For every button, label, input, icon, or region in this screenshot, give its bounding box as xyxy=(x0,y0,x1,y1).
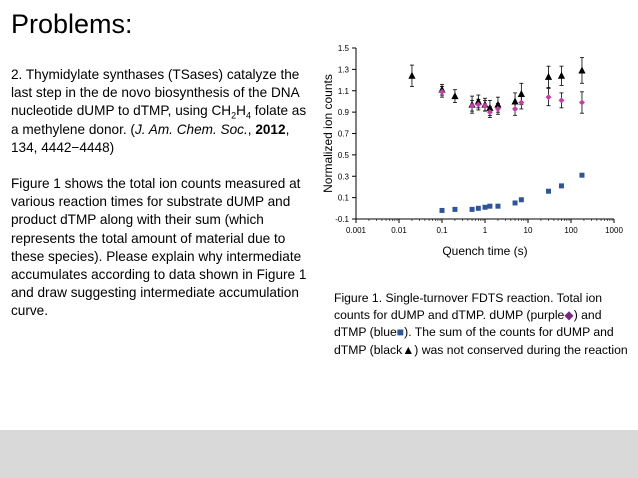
x-axis-ticks: 0.001 0.01 0.1 1 10 100 1000 xyxy=(346,219,623,235)
slide-title: Problems: xyxy=(11,9,133,39)
square-point xyxy=(452,206,458,212)
square-point xyxy=(495,203,501,209)
x-tick-label: 1000 xyxy=(605,226,623,235)
square-point xyxy=(439,207,445,213)
square-point xyxy=(487,203,493,209)
footer-band xyxy=(0,430,638,478)
y-axis-ticks: -0.1 0.1 0.3 0.5 0.7 0.9 1.1 1.3 1.5 xyxy=(335,44,356,224)
triangle-icon: ▲ xyxy=(402,342,415,357)
diamond-point xyxy=(494,105,501,112)
y-tick-label: 0.9 xyxy=(338,108,350,117)
x-tick-label: 0.001 xyxy=(346,226,367,235)
square-point xyxy=(558,183,564,189)
triangle-point xyxy=(451,92,459,100)
diamond-icon: ◆ xyxy=(564,308,574,323)
x-tick-label: 100 xyxy=(564,226,578,235)
x-tick-label: 10 xyxy=(524,226,533,235)
caption-text: Figure 1. Single-turnover FDTS reaction.… xyxy=(334,291,603,323)
square-point xyxy=(469,206,475,212)
diamond-point xyxy=(469,102,476,109)
ion-count-chart: -0.10.10.30.50.70.91.11.31.5 0.001 0.01 0.… xyxy=(321,44,623,258)
square-point xyxy=(512,200,518,206)
caption-text: ) and dTMP (blue xyxy=(334,308,602,340)
triangle-point xyxy=(557,71,566,79)
paragraph-1-text: H xyxy=(236,103,246,119)
diamond-point xyxy=(475,101,482,108)
diamond-point xyxy=(439,88,445,95)
triangle-point xyxy=(408,71,416,79)
y-tick-label: 1.3 xyxy=(338,65,350,74)
subscript-2: 2 xyxy=(231,111,237,122)
y-tick-label: 0.1 xyxy=(338,194,350,203)
subscript-4: 4 xyxy=(245,111,251,122)
diamond-point xyxy=(486,109,493,116)
x-tick-label: 0.1 xyxy=(436,226,448,235)
slide: Problems: 2. Thymidylate synthases (TSas… xyxy=(11,9,630,359)
y-tick-label: 0.3 xyxy=(338,172,350,181)
paragraph-1-text: 2. Thymidylate synthases (TSases) cataly… xyxy=(11,67,300,119)
diamond-point xyxy=(558,97,565,104)
y-tick-label: 0.5 xyxy=(338,151,350,160)
problem-paragraph-1: 2. Thymidylate synthases (TSases) cataly… xyxy=(11,66,311,157)
caption-text: ) was not conserved during the reaction xyxy=(414,342,628,357)
square-point xyxy=(546,188,552,194)
data-points xyxy=(408,57,586,213)
paragraph-1-text: , xyxy=(247,121,256,137)
diamond-point xyxy=(518,99,525,106)
figure-caption: Figure 1. Single-turnover FDTS reaction.… xyxy=(334,290,630,359)
square-point xyxy=(475,205,481,211)
problem-paragraph-2: Figure 1 shows the total ion counts meas… xyxy=(11,176,307,319)
x-tick-label: 0.01 xyxy=(391,226,407,235)
square-point xyxy=(579,172,585,178)
y-tick-label: 1.5 xyxy=(338,44,350,53)
paragraph-1-text: , 134, 4442−4448) xyxy=(11,121,290,155)
y-tick-label: -0.1 xyxy=(335,215,349,224)
diamond-point xyxy=(545,94,552,101)
caption-text: ). The sum of the counts for dUMP and dT… xyxy=(334,325,614,357)
square-icon: ■ xyxy=(396,325,405,340)
square-point xyxy=(518,197,524,203)
publication-year: 2012 xyxy=(255,121,286,137)
diamond-point xyxy=(578,99,585,106)
paragraph-1-text: folate as a methylene donor. ( xyxy=(11,103,307,137)
problem-text: 2. Thymidylate synthases (TSases) cataly… xyxy=(11,66,311,339)
triangle-point xyxy=(578,66,586,74)
diamond-point xyxy=(512,105,519,112)
triangle-point xyxy=(544,72,553,80)
diamond-point xyxy=(482,102,488,109)
x-axis-label: Quench time (s) xyxy=(442,244,527,258)
y-tick-label: 1.1 xyxy=(338,87,350,96)
square-point xyxy=(482,204,488,210)
triangle-point xyxy=(517,89,525,97)
journal-name: J. Am. Chem. Soc. xyxy=(134,121,248,137)
x-tick-label: 1 xyxy=(483,226,488,235)
y-tick-label: 0.7 xyxy=(338,130,350,139)
y-axis-label: Normalized ion counts xyxy=(321,74,335,193)
